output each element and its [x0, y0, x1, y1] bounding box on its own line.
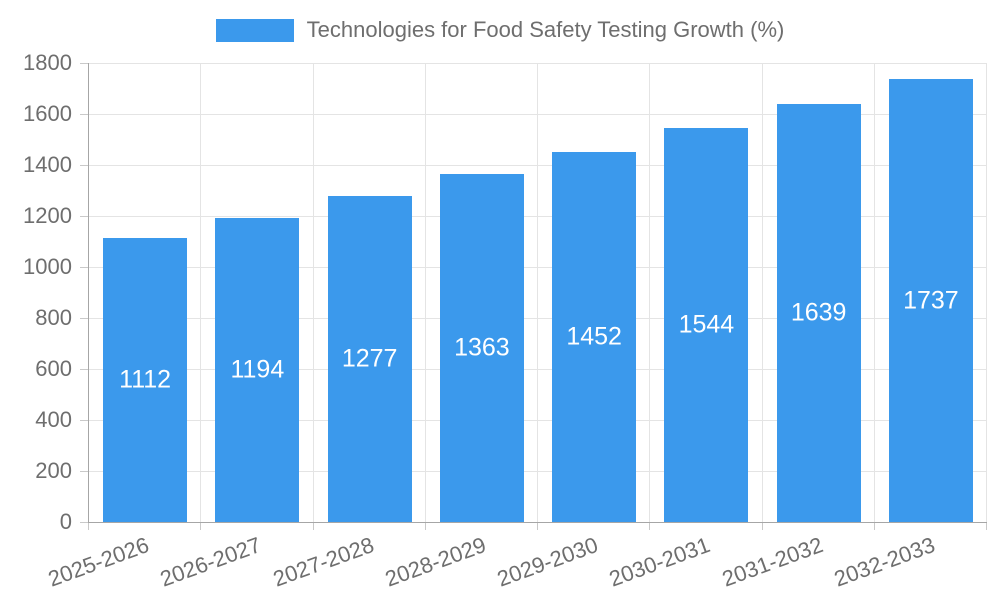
x-axis-tick	[761, 523, 763, 530]
bar-value-label: 1452	[566, 322, 622, 351]
y-axis-label: 1800	[23, 50, 72, 75]
gridline-horizontal	[89, 369, 987, 370]
bar-value-label: 1737	[903, 286, 959, 315]
bar[interactable]: 1112	[103, 238, 188, 522]
bar-value-label: 1363	[454, 333, 510, 362]
gridline-horizontal	[89, 267, 987, 268]
bar-value-label: 1639	[790, 298, 847, 327]
gridline-vertical	[986, 63, 987, 522]
y-axis-tick	[80, 216, 88, 217]
bar[interactable]: 1194	[215, 217, 300, 522]
x-axis-tick	[424, 523, 426, 530]
gridline-horizontal	[89, 63, 987, 64]
bar[interactable]: 1544	[664, 128, 749, 522]
bar[interactable]: 1737	[888, 79, 973, 522]
gridline-vertical	[537, 63, 538, 522]
bar[interactable]: 1363	[439, 174, 524, 522]
bar[interactable]: 1452	[552, 151, 637, 522]
y-axis-tick	[80, 114, 88, 115]
y-axis-label: 1600	[23, 101, 72, 126]
y-axis-label: 1400	[23, 152, 72, 177]
bar-value-label: 1194	[230, 355, 285, 384]
y-axis-label: 400	[35, 407, 72, 432]
bar[interactable]: 1277	[327, 196, 412, 522]
bar[interactable]: 1639	[776, 104, 861, 522]
bar-value-label: 1112	[119, 365, 172, 394]
legend[interactable]: Technologies for Food Safety Testing Gro…	[0, 17, 1000, 43]
y-axis-label: 600	[35, 356, 72, 381]
gridline-vertical	[873, 63, 875, 522]
y-axis-label: 200	[35, 458, 72, 483]
y-axis-label: 800	[35, 305, 72, 330]
bar-value-label: 1277	[341, 344, 398, 373]
x-axis-tick	[312, 523, 314, 530]
y-axis-tick	[80, 471, 88, 472]
gridline-horizontal	[89, 471, 987, 472]
y-axis-tick	[80, 369, 88, 370]
y-axis-tick	[80, 267, 88, 268]
y-axis-tick	[80, 318, 88, 319]
x-axis-tick	[88, 523, 89, 530]
gridline-horizontal	[89, 420, 987, 421]
legend-swatch-icon	[215, 18, 294, 42]
y-axis-tick	[80, 522, 88, 523]
x-axis-tick	[537, 523, 538, 530]
gridline-horizontal	[89, 165, 987, 166]
y-axis-label: 0	[59, 509, 72, 534]
x-axis-tick	[986, 523, 987, 530]
plot-area: 1112 1194 1277 1363 1452 1544 1639 1737	[88, 63, 987, 523]
gridline-vertical	[761, 63, 763, 522]
y-axis-label: 1000	[23, 254, 72, 279]
x-axis-tick	[200, 523, 202, 530]
gridline-horizontal	[89, 318, 987, 319]
gridline-horizontal	[89, 114, 987, 115]
legend-label: Technologies for Food Safety Testing Gro…	[306, 17, 785, 42]
gridline-vertical	[312, 63, 314, 522]
y-axis-label: 1200	[23, 203, 72, 228]
gridline-horizontal	[89, 216, 987, 217]
y-axis-tick	[80, 420, 88, 421]
gridline-vertical	[649, 63, 651, 522]
gridline-vertical	[424, 63, 426, 522]
y-axis-tick	[80, 165, 88, 166]
gridline-vertical	[200, 63, 202, 522]
bar-value-label: 1544	[678, 310, 735, 339]
y-axis-tick	[80, 63, 88, 64]
x-axis-tick	[649, 523, 651, 530]
x-axis-tick	[873, 523, 875, 530]
